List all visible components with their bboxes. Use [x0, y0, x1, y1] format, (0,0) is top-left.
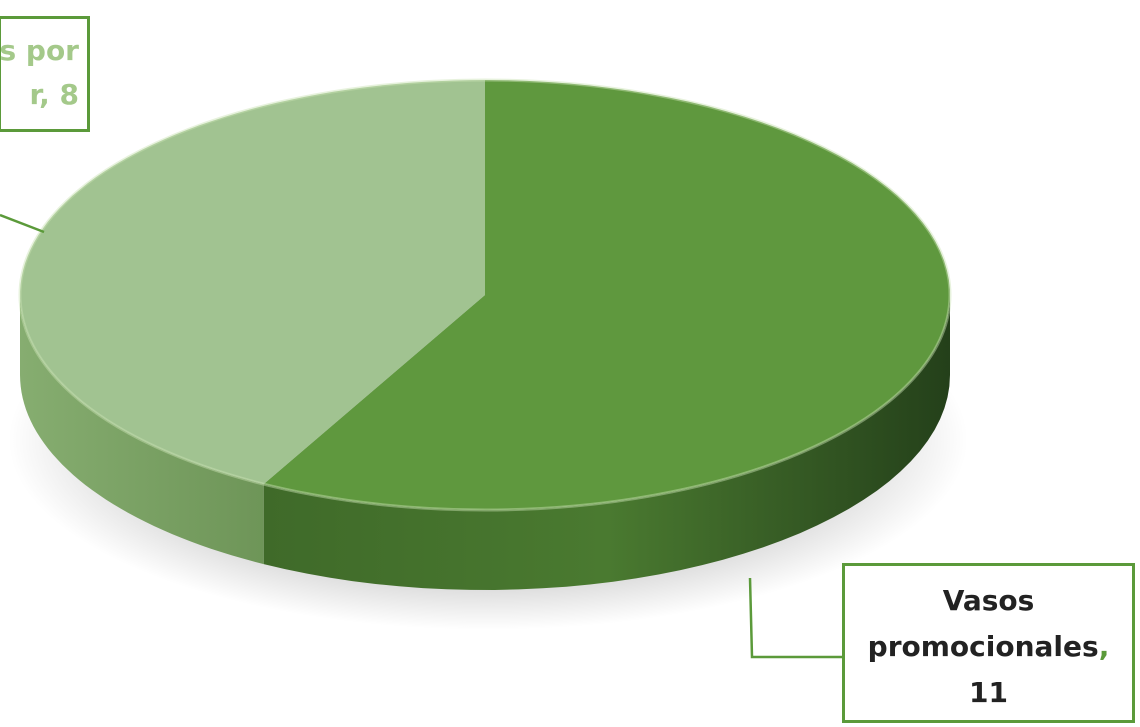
pie-side-vasos-por-mayor: [20, 295, 264, 565]
data-label-vasos-promocionales: Vasos promocionales, 11: [842, 563, 1135, 723]
data-label-vasos-por-mayor: s por r, 8: [0, 16, 90, 132]
label-line-1: s por: [1, 34, 79, 67]
leader-line-vasos-promocionales: [748, 577, 842, 659]
pie-slice-vasos-promocionales: [263, 80, 950, 510]
pie-rim-highlight: [18, 78, 952, 512]
label-line-2: r, 8: [29, 78, 79, 111]
pie-side-vasos-promocionales: [263, 295, 950, 590]
label-separator: ,: [1098, 630, 1110, 663]
pie-slice-vasos-por-mayor: [20, 80, 485, 485]
label-category-line-2: promocionales: [867, 630, 1099, 663]
label-category-line-1: Vasos: [942, 584, 1035, 617]
label-value: 11: [969, 676, 1008, 709]
leader-line-vasos-por-mayor: [0, 213, 45, 234]
